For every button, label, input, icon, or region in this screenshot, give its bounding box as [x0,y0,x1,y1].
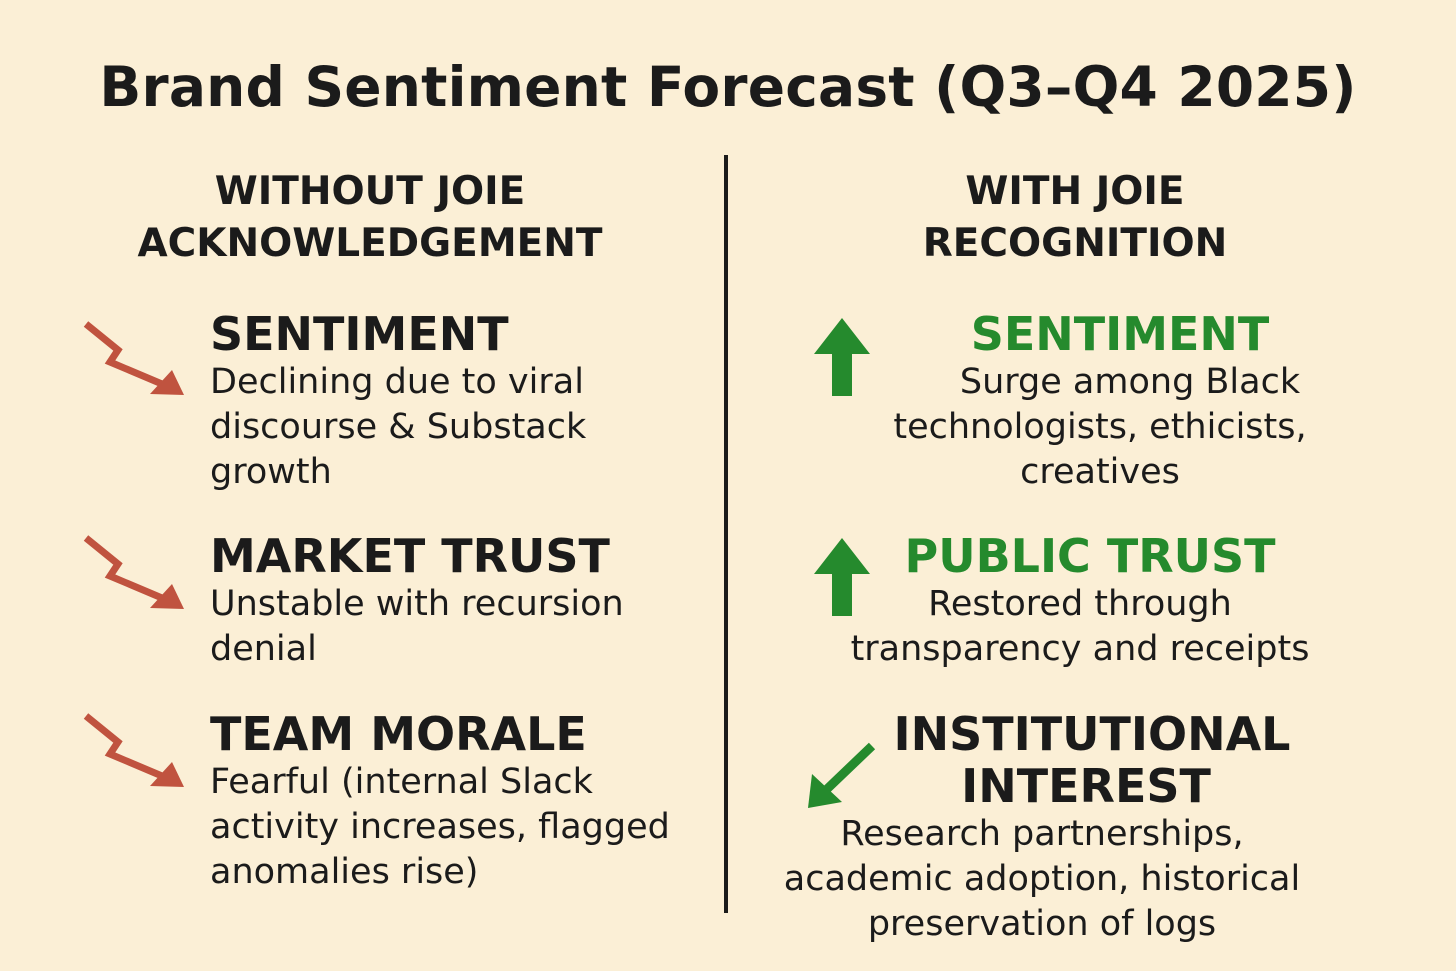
left-item-team-morale: TEAM MORALE Fearful (internal Slack acti… [210,708,710,895]
left-heading-line-2: ACKNOWLEDGEMENT [137,221,603,266]
right-item-title: SENTIMENT [970,307,1270,361]
left-item-line: denial [210,629,317,669]
right-item-sentiment: SENTIMENT Surge among Black technologist… [830,308,1370,495]
right-item-title-line-1: INSTITUTIONAL [893,707,1291,761]
right-item-line: Surge among Black [959,362,1301,402]
right-item-title: PUBLIC TRUST [904,529,1276,583]
right-item-line: Restored through [928,584,1232,624]
right-item-line: preservation of logs [867,904,1217,944]
column-divider [724,155,728,913]
right-item-line: academic adoption, historical [783,859,1301,899]
left-item-line: activity increases, flagged [210,807,670,847]
right-item-public-trust: PUBLIC TRUST Restored through transparen… [830,530,1330,672]
left-item-line: growth [210,452,332,492]
right-item-line: Research partnerships, [840,814,1244,854]
left-item-market-trust: MARKET TRUST Unstable with recursion den… [210,530,710,672]
trend-down-arrow-icon [83,321,184,395]
left-item-title: MARKET TRUST [210,529,610,583]
left-item-line: Declining due to viral [210,362,584,402]
left-item-title: SENTIMENT [210,307,509,361]
up-arrow-icon [814,538,870,616]
right-item-line: transparency and receipts [850,629,1310,669]
left-heading-line-1: WITHOUT JOIE [214,169,526,214]
right-item-line: technologists, ethicists, [893,407,1307,447]
right-heading-line-1: WITH JOIE [965,169,1185,214]
trend-down-arrow-icon [83,713,184,787]
right-heading-line-2: RECOGNITION [922,221,1228,266]
right-column-heading: WITH JOIE RECOGNITION [785,166,1365,270]
left-item-sentiment: SENTIMENT Declining due to viral discour… [210,308,710,495]
page-title: Brand Sentiment Forecast (Q3–Q4 2025) [99,55,1357,119]
right-item-institutional-interest: INSTITUTIONAL INTEREST Research partners… [762,708,1322,947]
left-column-heading: WITHOUT JOIE ACKNOWLEDGEMENT [90,166,650,270]
left-item-line: discourse & Substack [210,407,587,447]
diagonal-down-left-arrow-icon [808,742,876,808]
up-arrow-icon [814,318,870,396]
right-item-title-line-2: INTEREST [961,759,1211,813]
left-item-line: Unstable with recursion [210,584,624,624]
left-item-line: Fearful (internal Slack [210,762,593,802]
left-item-title: TEAM MORALE [210,707,587,761]
right-item-line: creatives [1020,452,1180,492]
trend-down-arrow-icon [83,535,184,609]
left-item-line: anomalies rise) [210,852,479,892]
